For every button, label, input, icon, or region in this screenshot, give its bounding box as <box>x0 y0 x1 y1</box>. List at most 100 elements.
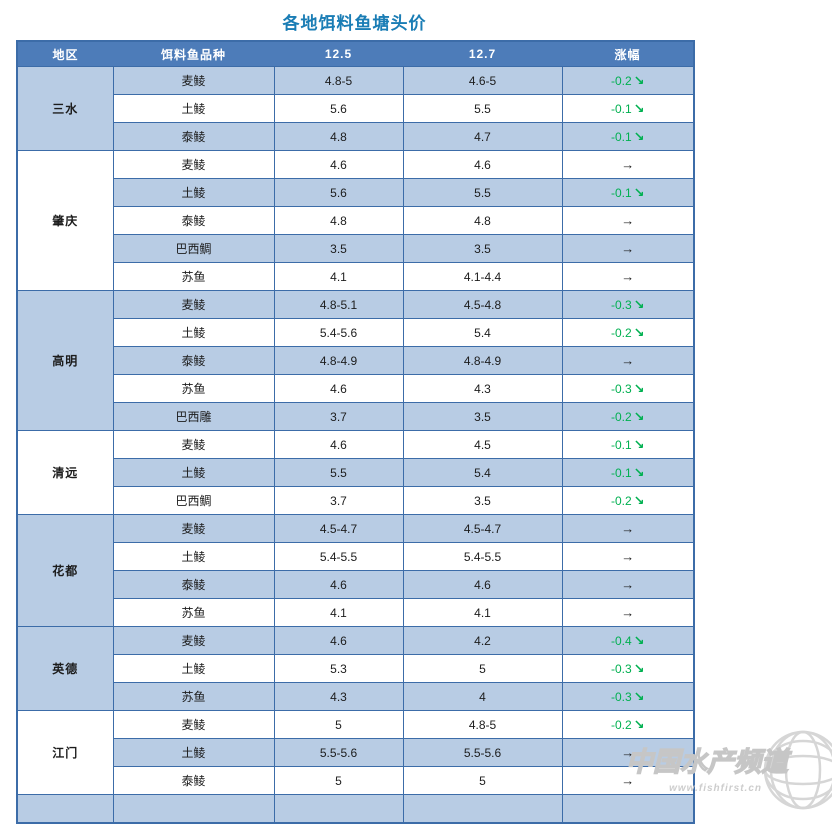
price-date1-cell: 4.8-5.1 <box>273 290 404 319</box>
variety-cell: 泰鲮 <box>112 206 275 235</box>
price-date2-cell: 4.3 <box>402 374 563 403</box>
down-arrow-icon: ↘ <box>633 380 645 396</box>
variety-cell: 麦鲮 <box>112 150 275 179</box>
change-value: -0.3 <box>610 381 632 396</box>
down-arrow-icon: ↘ <box>633 716 645 732</box>
price-date1-cell: 4.3 <box>273 682 404 711</box>
down-arrow-icon: ↘ <box>633 464 645 480</box>
change-cell: -0.1 ↘ <box>561 178 695 207</box>
variety-cell: 麦鲮 <box>112 710 275 739</box>
variety-cell: 麦鲮 <box>112 66 275 95</box>
price-date2-cell: 5 <box>402 766 563 795</box>
change-cell: → <box>561 598 695 627</box>
price-date1-cell: 4.5-4.7 <box>273 514 404 543</box>
variety-cell: 麦鲮 <box>112 626 275 655</box>
table-row: 巴西鲷 3.5 3.5 → <box>17 234 695 263</box>
price-date1-cell: 3.5 <box>273 234 404 263</box>
change-value: -0.3 <box>610 689 632 704</box>
change-cell: -0.3 ↘ <box>561 682 695 711</box>
variety-cell: 土鲮 <box>112 318 275 347</box>
down-arrow-icon: ↘ <box>633 660 645 676</box>
table-row: 土鲮 5.3 5 -0.3 ↘ <box>17 654 695 683</box>
variety-cell: 苏鱼 <box>112 682 275 711</box>
price-date1-cell: 4.6 <box>273 570 404 599</box>
empty-cell <box>16 794 114 824</box>
variety-cell: 麦鲮 <box>112 430 275 459</box>
variety-cell: 土鲮 <box>112 94 275 123</box>
col-header-change: 涨幅 <box>562 41 694 67</box>
table-row: 土鲮 5.5 5.4 -0.1 ↘ <box>17 458 695 487</box>
flat-arrow-icon: → <box>621 269 635 284</box>
price-date2-cell: 4.5-4.7 <box>402 514 563 543</box>
region-cell: 英德 <box>16 626 114 711</box>
change-cell: → <box>561 514 695 543</box>
variety-cell: 土鲮 <box>112 654 275 683</box>
variety-cell: 土鲮 <box>112 738 275 767</box>
price-date1-cell: 3.7 <box>273 486 404 515</box>
table-row: 苏鱼 4.6 4.3 -0.3 ↘ <box>17 374 695 403</box>
table-row: 清远 麦鲮 4.6 4.5 -0.1 ↘ <box>16 430 695 515</box>
change-cell: -0.3 ↘ <box>561 290 695 319</box>
change-cell: -0.1 ↘ <box>561 122 695 151</box>
price-date2-cell: 4.8-4.9 <box>402 346 563 375</box>
table-row: 英德 麦鲮 4.6 4.2 -0.4 ↘ <box>16 626 695 711</box>
price-date2-cell: 4 <box>402 682 563 711</box>
change-cell: -0.1 ↘ <box>561 430 695 459</box>
table-row: 肇庆 麦鲮 4.6 4.6 → <box>16 150 695 291</box>
change-value: -0.1 <box>610 437 632 452</box>
region-cell: 三水 <box>16 66 114 151</box>
region-cell: 高明 <box>16 290 114 431</box>
table-row: 泰鲮 4.8 4.8 → <box>17 206 695 235</box>
flat-arrow-icon: → <box>621 605 635 620</box>
down-arrow-icon: ↘ <box>633 492 645 508</box>
change-cell: -0.3 ↘ <box>561 654 695 683</box>
variety-cell: 巴西鲷 <box>112 234 275 263</box>
down-arrow-icon: ↘ <box>633 436 645 452</box>
price-date2-cell: 5 <box>402 654 563 683</box>
change-value: -0.4 <box>610 633 632 648</box>
flat-arrow-icon: → <box>621 577 635 592</box>
down-arrow-icon: ↘ <box>633 128 645 144</box>
table-row: 三水 麦鲮 4.8-5 4.6-5 -0.2 ↘ <box>16 66 695 151</box>
change-cell: -0.3 ↘ <box>561 374 695 403</box>
table-row: 泰鲮 4.8 4.7 -0.1 ↘ <box>17 122 695 151</box>
price-date2-cell: 3.5 <box>402 486 563 515</box>
price-date1-cell: 5.3 <box>273 654 404 683</box>
change-cell: -0.1 ↘ <box>561 458 695 487</box>
flat-arrow-icon: → <box>621 549 635 564</box>
price-date1-cell: 4.6 <box>273 430 404 459</box>
price-date1-cell: 4.8 <box>273 122 404 151</box>
change-cell: → <box>561 206 695 235</box>
partial-table-row <box>16 794 695 824</box>
price-date2-cell: 4.6 <box>402 150 563 179</box>
price-date2-cell: 5.5-5.6 <box>402 738 563 767</box>
down-arrow-icon: ↘ <box>633 184 645 200</box>
table-row: 花都 麦鲮 4.5-4.7 4.5-4.7 → <box>16 514 695 627</box>
price-date1-cell: 4.6 <box>273 374 404 403</box>
change-cell: → <box>561 542 695 571</box>
flat-arrow-icon: → <box>621 521 635 536</box>
price-date1-cell: 5 <box>273 710 404 739</box>
change-cell: → <box>561 262 695 291</box>
price-date1-cell: 5.4-5.6 <box>273 318 404 347</box>
empty-cell <box>402 794 563 824</box>
change-cell: → <box>561 234 695 263</box>
variety-cell: 土鲮 <box>112 178 275 207</box>
flat-arrow-icon: → <box>621 745 635 760</box>
change-value: -0.1 <box>610 465 632 480</box>
change-cell: -0.4 ↘ <box>561 626 695 655</box>
price-date2-cell: 5.5 <box>402 178 563 207</box>
change-value: -0.1 <box>610 185 632 200</box>
variety-cell: 泰鲮 <box>112 766 275 795</box>
variety-cell: 巴西雕 <box>112 402 275 431</box>
change-cell: → <box>561 738 695 767</box>
change-cell: -0.2 ↘ <box>561 66 695 95</box>
col-header-date1: 12.5 <box>274 41 403 67</box>
table-row: 土鲮 5.6 5.5 -0.1 ↘ <box>17 94 695 123</box>
variety-cell: 泰鲮 <box>112 346 275 375</box>
change-value: -0.3 <box>610 297 632 312</box>
down-arrow-icon: ↘ <box>633 100 645 116</box>
header-row: 地区 饵料鱼品种 12.5 12.7 涨幅 <box>17 41 694 67</box>
price-date1-cell: 5 <box>273 766 404 795</box>
region-cell: 江门 <box>16 710 114 795</box>
